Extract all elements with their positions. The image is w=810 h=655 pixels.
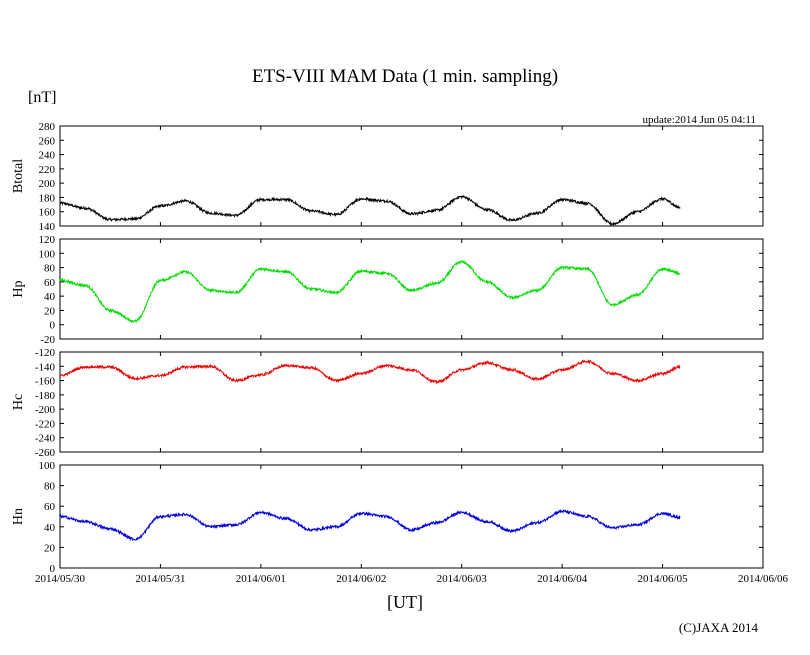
chart-title: ETS-VIII MAM Data (1 min. sampling) xyxy=(251,66,559,87)
y-tick-label: 0 xyxy=(50,563,56,575)
y-tick-label: 260 xyxy=(39,135,56,147)
series-line-hc xyxy=(59,359,681,385)
y-tick-label: 280 xyxy=(39,121,56,133)
x-tick-label: 2014/05/30 xyxy=(35,573,86,585)
y-tick-label: 20 xyxy=(44,305,56,317)
x-axis-title: [UT] xyxy=(387,592,423,612)
y-tick-label: 20 xyxy=(44,542,56,554)
copyright-label: (C)JAXA 2014 xyxy=(678,620,758,635)
y-tick-label: 80 xyxy=(44,263,56,275)
y-tick-label: 60 xyxy=(44,277,56,289)
y-tick-label: -200 xyxy=(35,404,56,416)
y-tick-label: 120 xyxy=(39,234,56,246)
y-tick-label: -140 xyxy=(35,361,56,373)
panel-label-hc: Hc xyxy=(11,394,26,410)
y-tick-label: 240 xyxy=(39,150,56,162)
y-tick-label: 80 xyxy=(44,481,56,493)
y-tick-label: 100 xyxy=(39,460,56,472)
y-tick-label: -120 xyxy=(35,347,56,359)
x-tick-label: 2014/06/02 xyxy=(336,573,386,585)
panel-label-hp: Hp xyxy=(11,280,26,297)
y-tick-label: -20 xyxy=(40,334,55,346)
y-tick-label: -260 xyxy=(35,447,56,459)
y-tick-label: 220 xyxy=(39,164,56,176)
y-tick-label: -160 xyxy=(35,376,56,388)
y-tick-label: 160 xyxy=(39,207,56,219)
y-tick-label: -220 xyxy=(35,418,56,430)
panel-frame-hp xyxy=(59,238,764,340)
panel-label-hn: Hn xyxy=(11,508,26,525)
y-tick-label: -180 xyxy=(35,390,56,402)
x-tick-label: 2014/06/01 xyxy=(236,573,286,585)
panel-frame-hc xyxy=(59,351,764,453)
unit-label: [nT] xyxy=(28,89,57,106)
panel-label-btotal: Btotal xyxy=(11,159,26,193)
y-tick-label: 60 xyxy=(44,501,56,513)
series-line-hn xyxy=(59,509,681,542)
x-tick-label: 2014/06/03 xyxy=(437,573,488,585)
y-tick-label: 0 xyxy=(50,320,56,332)
panel-frame-btotal xyxy=(59,125,764,227)
y-tick-label: 140 xyxy=(39,221,56,233)
y-tick-label: 40 xyxy=(44,291,56,303)
x-tick-label: 2014/06/06 xyxy=(738,573,789,585)
series-line-btotal xyxy=(59,194,681,227)
y-tick-label: 40 xyxy=(44,522,56,534)
y-tick-label: 100 xyxy=(39,248,56,260)
x-tick-label: 2014/06/05 xyxy=(638,573,689,585)
x-tick-label: 2014/05/31 xyxy=(135,573,185,585)
x-tick-label: 2014/06/04 xyxy=(537,573,588,585)
update-timestamp: update:2014 Jun 05 04:11 xyxy=(642,114,756,126)
y-tick-label: -240 xyxy=(35,433,56,445)
y-tick-label: 200 xyxy=(39,178,56,190)
y-tick-label: 180 xyxy=(39,192,56,204)
series-line-hp xyxy=(59,259,681,324)
